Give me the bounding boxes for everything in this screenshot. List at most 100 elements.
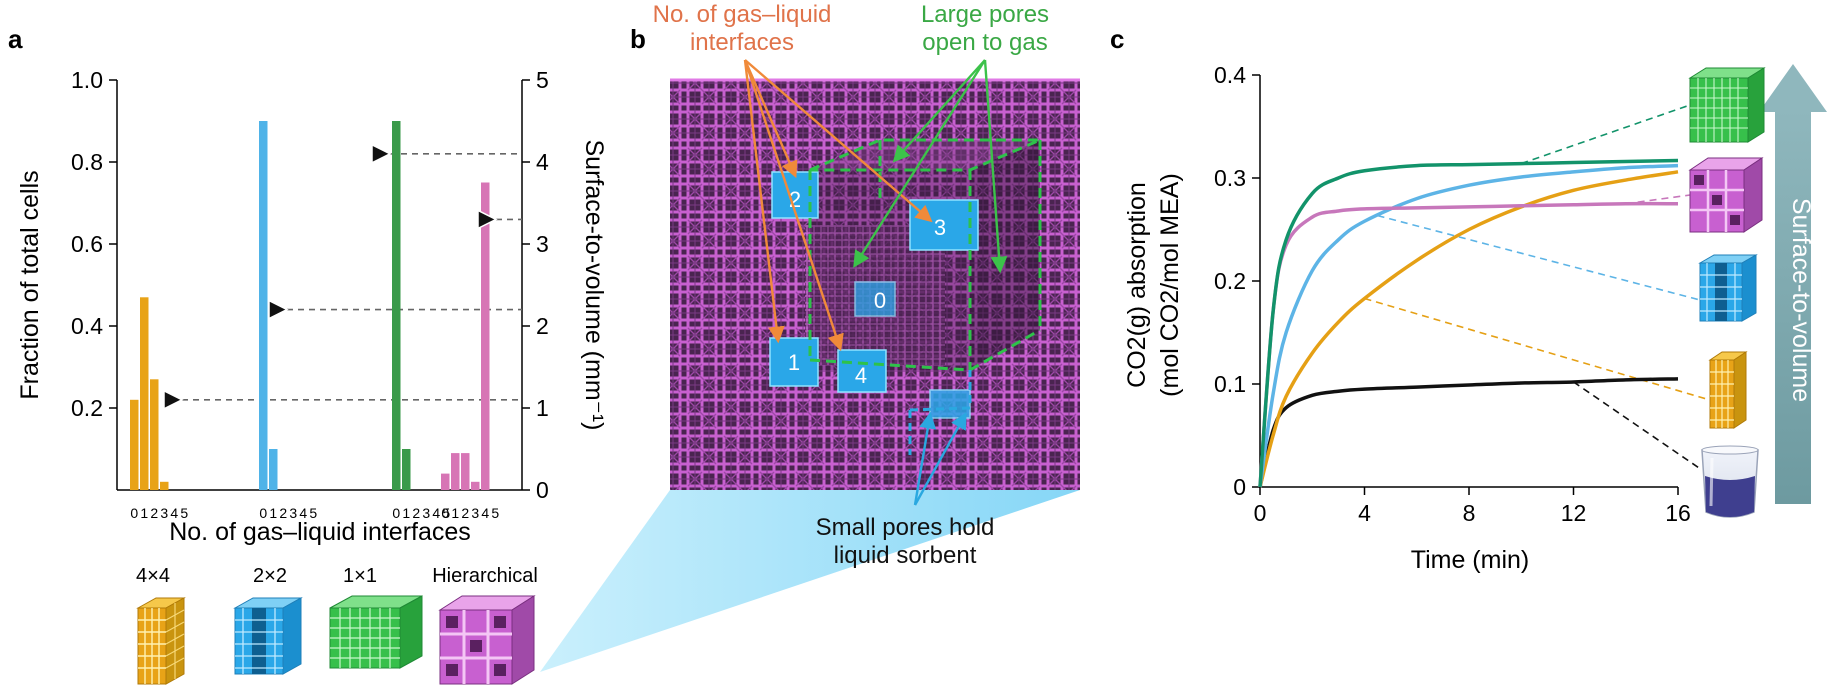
1x1-lattice-icon bbox=[1688, 67, 1766, 143]
cell-numbers: 2 3 0 1 4 bbox=[788, 187, 946, 388]
gas-liquid-arrows bbox=[743, 59, 933, 352]
bar bbox=[150, 379, 159, 490]
ytick-right-label: 2 bbox=[536, 313, 549, 339]
ytick-label: 0.8 bbox=[71, 149, 103, 175]
hierarchical-lattice-icon bbox=[1688, 157, 1764, 233]
cell-number-0: 0 bbox=[874, 288, 886, 313]
cell-number-3: 3 bbox=[934, 215, 946, 240]
panel-c-line-chart: 0 0.1 0.2 0.3 0.4 0 4 8 12 16 Time (min) CO2(g) … bbox=[1123, 62, 1827, 574]
series-line bbox=[1258, 170, 1679, 488]
xtick-label: 0 bbox=[259, 505, 267, 521]
xtick-label: 2 bbox=[279, 505, 287, 521]
surface-to-volume-marker bbox=[477, 209, 498, 230]
beaker-icon bbox=[1701, 445, 1759, 518]
cell-number-4: 4 bbox=[855, 363, 867, 388]
series-line bbox=[1258, 201, 1679, 488]
surface-to-volume-arrow: Surface-to-volume bbox=[1759, 64, 1827, 504]
xtick-label: 2 bbox=[412, 505, 420, 521]
ytick-label: 0.4 bbox=[1214, 62, 1246, 88]
series-line bbox=[1258, 163, 1679, 488]
ytick-label: 0.4 bbox=[71, 313, 103, 339]
bar bbox=[140, 297, 149, 490]
large-pores-title-line1: Large pores bbox=[921, 1, 1049, 28]
series-line bbox=[1258, 377, 1679, 488]
series-guide-line bbox=[1520, 104, 1691, 165]
panel-a-ylabel-right: Surface-to-volume (mm⁻¹) bbox=[580, 139, 608, 430]
gas-liquid-title-line2: interfaces bbox=[690, 29, 794, 56]
4x4-lattice-icon bbox=[1708, 351, 1748, 429]
series-line bbox=[1258, 158, 1679, 488]
lattice-label: 1×1 bbox=[343, 565, 377, 587]
gas-liquid-title-line1: No. of gas–liquid bbox=[653, 1, 832, 28]
ytick-right-label: 5 bbox=[536, 67, 549, 93]
bar bbox=[451, 453, 460, 490]
2x2-lattice-icon bbox=[233, 597, 303, 675]
bar bbox=[392, 121, 401, 490]
xtick-label: 4 bbox=[299, 505, 307, 521]
xtick-label: 5 bbox=[491, 505, 499, 521]
xtick-label: 16 bbox=[1665, 500, 1691, 526]
xtick-label: 4 bbox=[481, 505, 489, 521]
1x1-lattice-icon bbox=[329, 595, 423, 669]
ytick-right-label: 3 bbox=[536, 231, 549, 257]
lattice-label: 4×4 bbox=[136, 565, 170, 587]
panel-b-lattice-illustration: 2 3 0 1 4 No. of gas–liquid interfaces L… bbox=[540, 1, 1080, 672]
surface-to-volume-marker bbox=[163, 389, 184, 411]
series-guide-line bbox=[1625, 194, 1691, 205]
xtick-label: 3 bbox=[471, 505, 479, 521]
panel-letter-c: c bbox=[1110, 24, 1124, 54]
bar bbox=[441, 473, 450, 490]
surface-to-volume-marker bbox=[268, 299, 289, 320]
xtick-label: 5 bbox=[442, 505, 450, 521]
series-guide-line bbox=[1364, 297, 1711, 401]
bar bbox=[130, 399, 139, 490]
xtick-label: 5 bbox=[180, 505, 188, 521]
xtick-label: 0 bbox=[1254, 500, 1267, 526]
ytick-label: 0.6 bbox=[71, 231, 103, 257]
bar bbox=[481, 182, 490, 490]
4x4-lattice-icon bbox=[136, 597, 186, 685]
hierarchical-lattice-icon bbox=[438, 595, 536, 685]
panel-letter-a: a bbox=[8, 24, 23, 54]
xtick-label: 4 bbox=[432, 505, 440, 521]
ytick-label: 0.3 bbox=[1214, 165, 1246, 191]
bar bbox=[461, 453, 470, 490]
panel-c-xlabel: Time (min) bbox=[1411, 546, 1530, 574]
ytick-label: 0.2 bbox=[1214, 268, 1246, 294]
xtick-label: 4 bbox=[1358, 500, 1371, 526]
xtick-label: 0 bbox=[392, 505, 400, 521]
small-pores-title-line2: liquid sorbent bbox=[834, 542, 977, 569]
large-pores-title-line2: open to gas bbox=[922, 29, 1047, 56]
xtick-label: 5 bbox=[309, 505, 317, 521]
small-pores-arrows bbox=[913, 411, 967, 506]
series-guide-line bbox=[1377, 214, 1701, 301]
large-pores-arrows bbox=[853, 59, 1008, 274]
xtick-label: 1 bbox=[140, 505, 148, 521]
small-pores-title-line1: Small pores hold bbox=[816, 514, 995, 541]
ytick-right-label: 1 bbox=[536, 395, 549, 421]
bar bbox=[402, 449, 411, 490]
xtick-label: 3 bbox=[422, 505, 430, 521]
ytick-label: 0.1 bbox=[1214, 371, 1246, 397]
xtick-label: 1 bbox=[269, 505, 277, 521]
2x2-lattice-icon bbox=[1698, 254, 1758, 322]
bar bbox=[259, 121, 268, 490]
cell-number-1: 1 bbox=[788, 350, 800, 375]
surface-to-volume-marker bbox=[371, 143, 392, 165]
ytick-label: 0.2 bbox=[71, 395, 103, 421]
xtick-label: 0 bbox=[130, 505, 138, 521]
series-guide-line bbox=[1573, 381, 1703, 471]
lattice-label: Hierarchical bbox=[432, 565, 538, 587]
panel-c-ylabel-line2: (mol CO2/mol MEA) bbox=[1156, 173, 1184, 397]
xtick-label: 1 bbox=[402, 505, 410, 521]
panel-letter-b: b bbox=[630, 24, 646, 54]
small-pore-outline bbox=[908, 370, 972, 455]
panel-a-ylabel: Fraction of total cells bbox=[16, 170, 44, 399]
bar bbox=[160, 481, 169, 490]
bar bbox=[269, 449, 278, 490]
zoom-fan bbox=[540, 490, 1080, 672]
xtick-label: 4 bbox=[170, 505, 178, 521]
